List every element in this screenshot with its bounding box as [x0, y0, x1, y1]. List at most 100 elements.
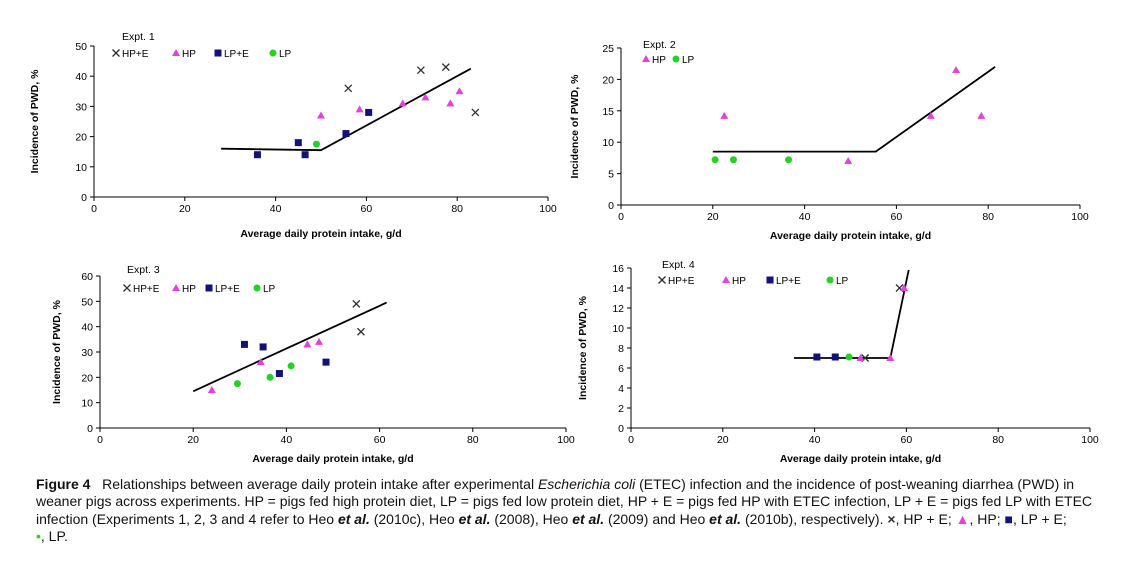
caption-species: Escherichia coli: [537, 476, 636, 492]
expt1-xtick-label-1: 20: [179, 203, 191, 215]
expt3-ytick-label-5: 50: [81, 296, 93, 308]
caption-ref-2: (2008), Heo: [490, 510, 573, 527]
caption-key-1: , HP + E;: [895, 510, 956, 527]
expt3-legend-marker-1: [172, 284, 180, 291]
expt2-ytick-label-2: 10: [602, 137, 614, 149]
expt4-y-axis-title: Incidence of PWD, %: [577, 295, 589, 400]
expt3-ytick-label-6: 60: [81, 271, 93, 283]
expt1-ytick-label-1: 10: [75, 162, 87, 174]
expt4-ytick-label-0: 0: [618, 423, 624, 435]
expt2-ytick-label-1: 5: [608, 169, 614, 181]
expt4-legend-label-3: LP: [836, 276, 849, 287]
caption-etal-2: et al.: [458, 510, 491, 527]
expt3-point-lppe-1: [259, 343, 267, 351]
expt1-point-lppe-4: [365, 108, 373, 116]
expt4-ytick-label-1: 2: [618, 403, 624, 415]
caption-etal-3: et al.: [572, 510, 605, 527]
expt1-legend-marker-1: [172, 49, 180, 56]
expt1-xtick-label-2: 40: [270, 203, 282, 215]
expt4-legend-label-2: LP+E: [776, 276, 801, 287]
expt2-legend-label-1: LP: [682, 55, 695, 66]
expt4-fit-line: [793, 269, 910, 359]
expt2-point-hp-0: [720, 111, 729, 119]
expt4-legend-marker-1: [722, 276, 730, 283]
expt1-title: Expt. 1: [122, 31, 155, 43]
expt1-point-hppe-1-stroke-b: [416, 66, 425, 75]
expt2-legend-label-0: HP: [652, 55, 666, 66]
expt1-point-hppe-1: [416, 66, 425, 75]
expt3-point-hppe-1-stroke-b: [357, 327, 365, 336]
expt4-legend-marker-0-stroke-b: [658, 276, 666, 284]
expt3-legend-marker-0-stroke-b: [123, 284, 131, 292]
expt3-legend-label-0: HP+E: [133, 284, 160, 295]
expt2-point-lp-2: [785, 156, 793, 164]
expt3-ytick-label-2: 20: [81, 372, 93, 384]
caption-key-3: , LP + E;: [1012, 510, 1067, 527]
expt1-xtick-label-4: 80: [451, 203, 463, 215]
expt4-xtick-label-1: 20: [717, 434, 729, 446]
expt3-xtick-label-0: 0: [97, 434, 103, 446]
expt4-point-hp-2: [900, 284, 909, 291]
expt1-point-hppe-0: [344, 84, 353, 93]
expt3-fit-line: [192, 301, 387, 393]
caption-label: Figure 4: [36, 476, 91, 492]
expt1-ytick-label-2: 20: [75, 132, 87, 144]
caption-dot-icon: •: [36, 528, 41, 545]
expt1-point-hp-0: [317, 111, 325, 119]
expt1-legend-marker-0-stroke-b: [112, 49, 120, 57]
expt4-xtick-label-5: 100: [1081, 434, 1099, 446]
expt1-point-hp-5: [455, 87, 464, 95]
caption-square-icon: ■: [1004, 510, 1013, 527]
expt3-point-hp-1: [256, 358, 265, 366]
figure-caption: Figure 4 Relationships between average d…: [36, 476, 1116, 546]
expt1-chart: 0 10 20 30 40 50 0 20 40 60 80 100 Average daily pro…: [29, 31, 557, 240]
expt3-y-axis-title: Incidence of PWD, %: [51, 299, 63, 404]
expt4-point-hp-1: [886, 354, 895, 361]
expt4-xtick-label-0: 0: [628, 434, 634, 446]
expt3-xtick-label-1: 20: [187, 434, 199, 446]
expt4-legend-marker-3: [826, 276, 834, 284]
expt2-fit-line: [712, 66, 996, 153]
expt3-title: Expt. 3: [127, 264, 160, 276]
expt3-point-hppe-0: [352, 299, 361, 308]
expt1-point-hp-1: [355, 105, 364, 113]
expt4-chart: 0 2 4 6 8 10 12 14 16 0 20 40 60 80 100 Average daily p…: [577, 259, 1099, 465]
expt1-point-hppe-3: [471, 108, 480, 117]
expt3-chart: 0 10 20 30 40 50 60 0 20 40 60 80 100 Average daily p…: [51, 264, 575, 465]
expt2-xtick-label-5: 100: [1071, 211, 1089, 223]
expt4-x-axis-title: Average daily protein intake, g/d: [780, 453, 941, 465]
expt2-ytick-label-0: 0: [608, 200, 614, 212]
expt1-legend-marker-0: [112, 49, 120, 57]
expt3-point-hp-2: [303, 340, 312, 348]
caption-etal-1: et al.: [337, 510, 370, 527]
expt3-point-hppe-1: [357, 327, 365, 336]
caption-ref-4: (2010b), respectively).: [741, 510, 888, 527]
expt3-legend-label-2: LP+E: [215, 284, 240, 295]
expt4-xtick-label-3: 60: [901, 434, 913, 446]
expt2-point-lp-0: [711, 156, 719, 164]
expt1-point-hppe-3-stroke-b: [471, 108, 480, 117]
expt3-point-hppe-0-stroke-b: [352, 299, 361, 308]
expt1-point-hppe-2-stroke-b: [441, 63, 450, 72]
expt3-legend-marker-0: [123, 284, 131, 292]
expt1-point-lppe-1: [294, 139, 302, 147]
expt4-ytick-label-3: 6: [618, 363, 624, 375]
expt4-ytick-label-4: 8: [618, 343, 624, 355]
expt2-point-hp-4: [977, 111, 986, 119]
expt3-legend-label-1: HP: [182, 284, 196, 295]
expt1-legend-marker-3: [269, 49, 277, 57]
expt3-ytick-label-3: 30: [81, 347, 93, 359]
expt2-xtick-label-1: 20: [707, 211, 719, 223]
expt1-point-hp-2: [398, 99, 407, 107]
expt1-ytick-label-3: 30: [75, 101, 87, 113]
expt2-point-hp-2: [926, 111, 935, 119]
expt4-point-lppe-1: [831, 353, 839, 361]
expt3-xtick-label-4: 80: [467, 434, 479, 446]
expt3-ytick-label-1: 10: [81, 398, 93, 410]
expt1-point-hppe-0-stroke-b: [344, 84, 353, 93]
expt1-point-hp-3: [421, 93, 430, 101]
caption-text-1: Relationships between average daily prot…: [102, 476, 538, 492]
expt4-legend-label-1: HP: [732, 276, 746, 287]
expt4-legend-marker-0: [658, 276, 666, 284]
expt2-xtick-label-2: 40: [799, 211, 811, 223]
